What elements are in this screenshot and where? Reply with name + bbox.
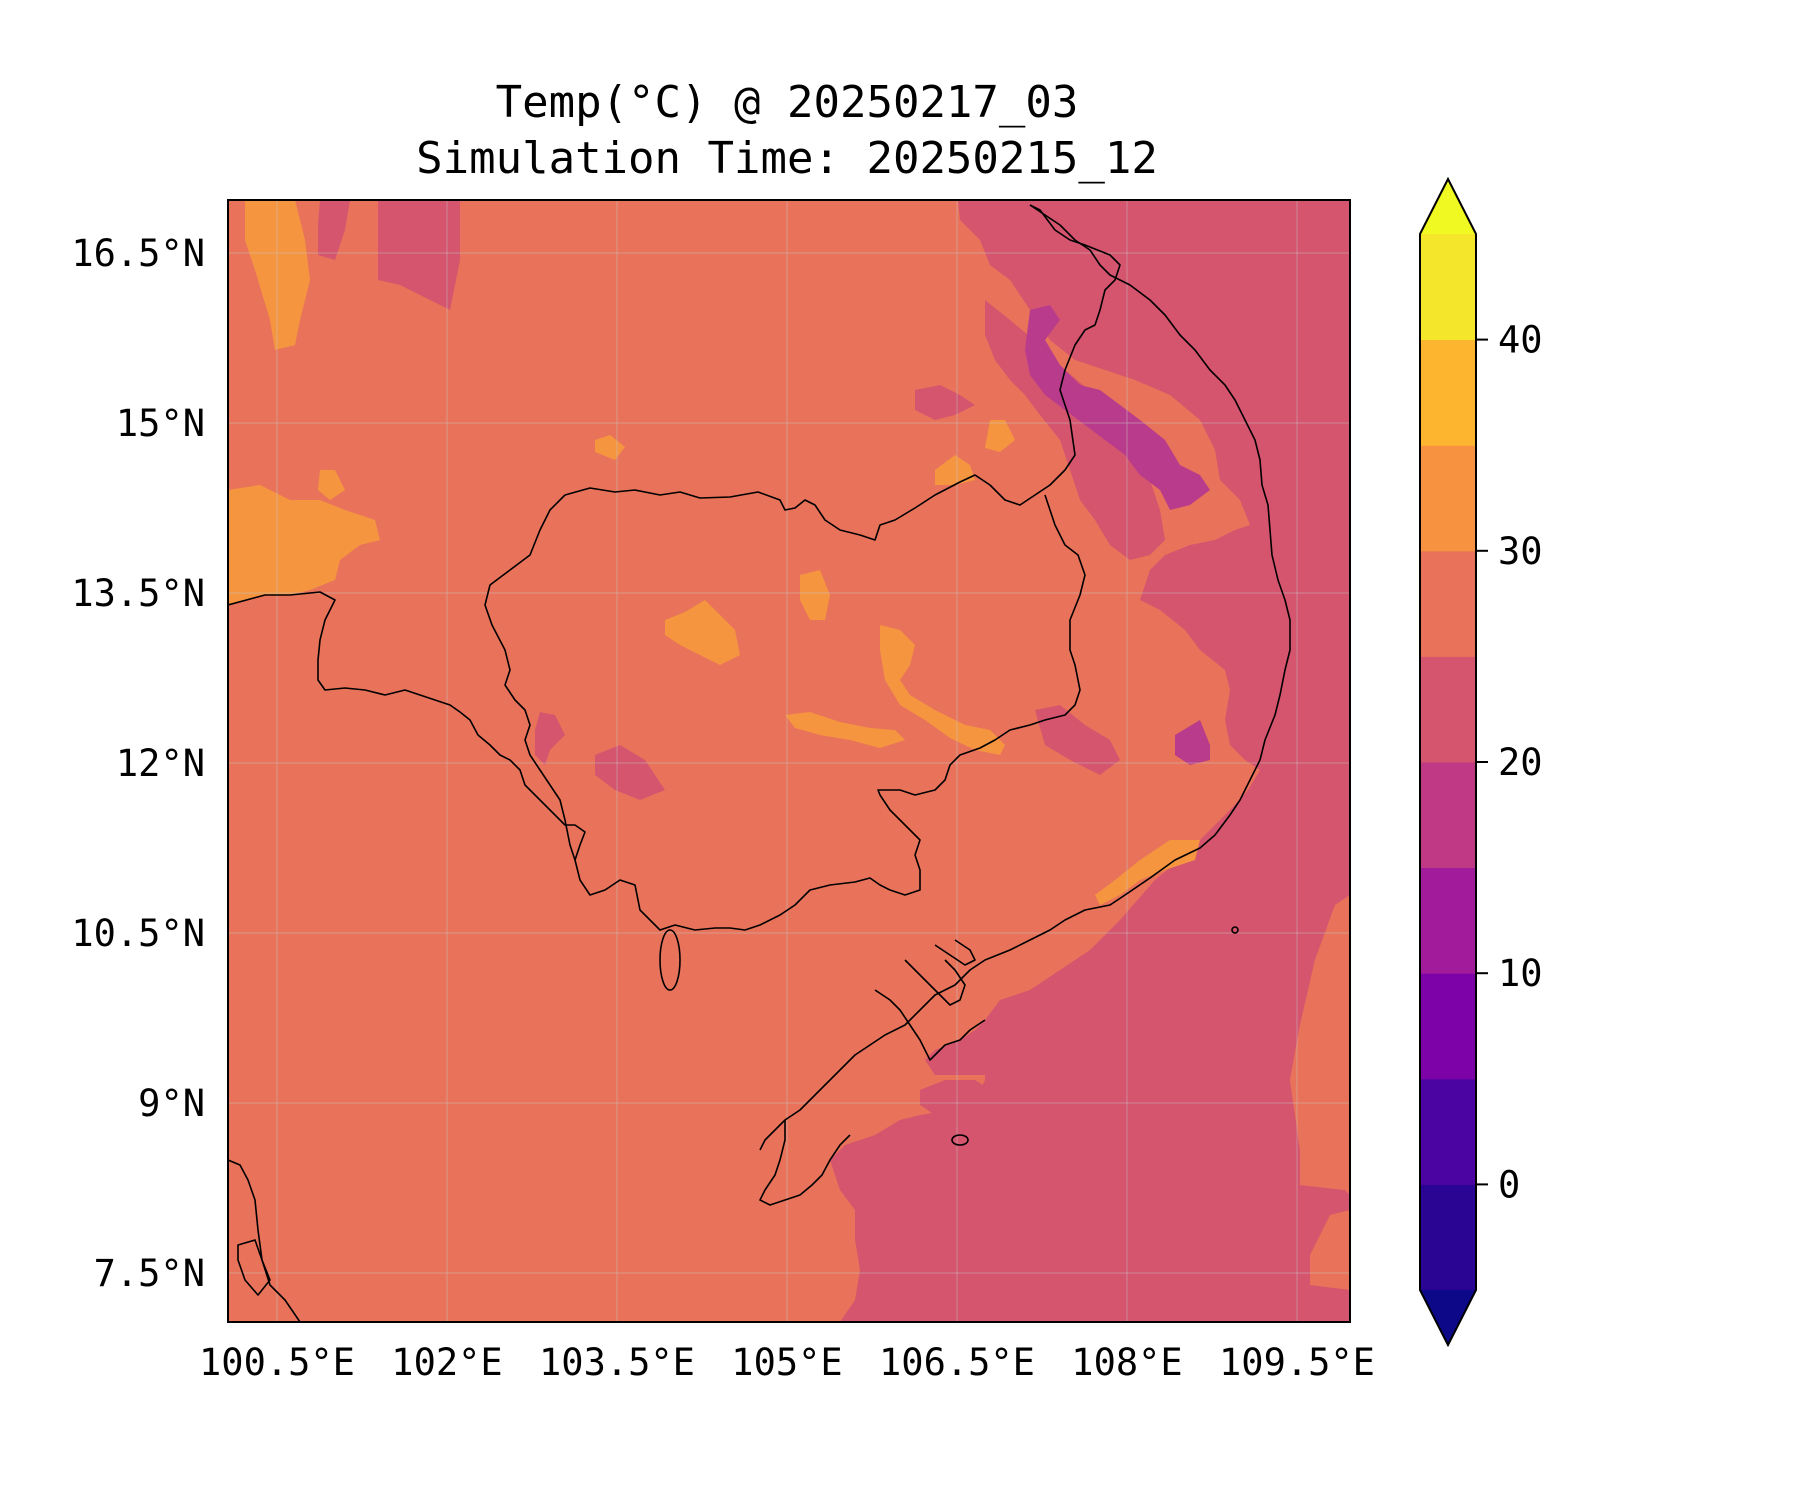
mekong-delta-3	[934, 939, 976, 966]
colorbar-tick-label: 0	[1498, 1163, 1520, 1206]
colorbar-tick-label: 20	[1498, 741, 1543, 784]
map-panel	[227, 199, 1351, 1323]
x-axis-labels: 100.5°E 102°E 103.5°E 105°E 106.5°E 108°…	[199, 1341, 1375, 1384]
y-tick-label: 9°N	[138, 1082, 205, 1125]
x-tick-label: 105°E	[731, 1341, 842, 1384]
sea-cool-region	[830, 200, 1350, 1322]
warm-patch-se	[1095, 840, 1200, 905]
cool-patch-north2	[318, 200, 350, 260]
colorbar: 0 10 20 30 40	[1419, 176, 1543, 1348]
x-tick-label: 100.5°E	[199, 1341, 355, 1384]
warm-patch-center3	[880, 625, 1005, 755]
mekong-delta-2	[904, 959, 966, 1006]
map-frame	[227, 199, 1351, 1323]
cool-patch-west	[535, 712, 565, 765]
y-tick-label: 13.5°N	[71, 572, 205, 615]
colorbar-segment	[1420, 656, 1476, 763]
warm-patch-center4	[785, 712, 905, 748]
colorbar-segment	[1420, 234, 1476, 341]
x-tick-label: 102°E	[391, 1341, 502, 1384]
warm-patch-north	[595, 435, 625, 460]
colorbar-segment	[1420, 445, 1476, 552]
x-tick-label: 106.5°E	[879, 1341, 1035, 1384]
y-tick-label: 15°N	[116, 402, 205, 445]
warm-patch-north2	[935, 455, 975, 485]
y-tick-label: 16.5°N	[71, 232, 205, 275]
vietnam-coast	[759, 204, 1291, 1151]
colorbar-segment	[1420, 1078, 1476, 1185]
colorbar-outline	[1419, 176, 1477, 1348]
colorbar-segment	[1420, 973, 1476, 1080]
colorbar-under-triangle	[1420, 1290, 1476, 1345]
warm-patch-north3	[985, 420, 1015, 452]
thailand-west-coast	[228, 1159, 301, 1322]
ca-mau	[759, 1120, 851, 1206]
cambodia-south-border	[484, 494, 1086, 931]
cool-patch-15-20	[1175, 720, 1210, 765]
island-phu-quoc	[659, 929, 681, 991]
cool-patch-south	[920, 1080, 990, 1120]
colorbar-segment	[1420, 1184, 1476, 1291]
y-tick-label: 12°N	[116, 742, 205, 785]
colorbar-tick-label: 30	[1498, 530, 1543, 573]
cool-patch-east	[1035, 705, 1120, 775]
island-thai-west	[237, 1239, 271, 1296]
warm-patch-center2	[800, 570, 830, 620]
title-line-2: Simulation Time: 20250215_12	[416, 133, 1158, 184]
colorbar-tick-label: 10	[1498, 952, 1543, 995]
cool-patch-north	[378, 200, 460, 310]
y-axis-labels: 16.5°N 15°N 13.5°N 12°N 10.5°N 9°N 7.5°N	[71, 232, 205, 1295]
y-tick-label: 10.5°N	[71, 912, 205, 955]
warm-patch-w	[228, 485, 380, 605]
mekong-delta	[874, 989, 986, 1061]
colorbar-segment	[1420, 762, 1476, 869]
x-tick-label: 109.5°E	[1219, 1341, 1375, 1384]
warm-patch-center1	[665, 600, 740, 665]
colorbar-segment	[1420, 339, 1476, 446]
warm-patch-w2	[318, 470, 345, 500]
colorbar-over-triangle	[1420, 179, 1476, 234]
grid-lines	[228, 200, 1350, 1322]
cool-patch-central	[595, 745, 665, 800]
colorbar-tick-label: 40	[1498, 319, 1543, 362]
x-tick-label: 108°E	[1071, 1341, 1182, 1384]
colorbar-segment	[1420, 550, 1476, 657]
title-line-1: Temp(°C) @ 20250217_03	[496, 77, 1079, 128]
warm-patch-nw	[245, 200, 310, 350]
island-small	[1231, 926, 1239, 934]
colorbar-segment	[1420, 867, 1476, 974]
island-con-dao	[951, 1134, 969, 1146]
y-tick-label: 7.5°N	[94, 1252, 205, 1295]
cool-ribbon-15-20	[1025, 305, 1210, 510]
east-coast-strip	[1290, 895, 1350, 1290]
x-tick-label: 103.5°E	[539, 1341, 695, 1384]
cambodia-border	[564, 204, 1121, 541]
thailand-coast	[228, 591, 586, 861]
coastlines-borders	[228, 204, 1291, 1322]
cool-patch-east2	[915, 385, 975, 420]
